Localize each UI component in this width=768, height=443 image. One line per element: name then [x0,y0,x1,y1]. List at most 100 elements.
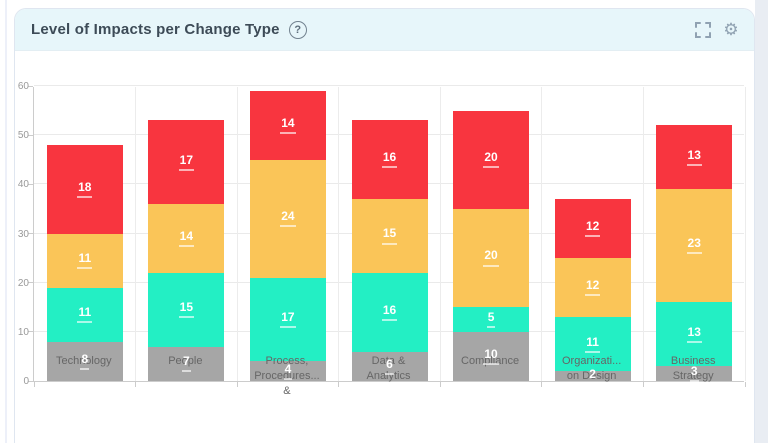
page-edge-line [5,0,7,443]
x-axis-label-line: People [168,355,203,367]
bar-value-label: 18 [77,180,93,198]
bar-segment-red[interactable]: 16 [351,120,428,200]
category-gridline [338,87,340,381]
bar-segment-teal[interactable]: 16 [351,272,428,352]
y-tick-label: 30 [17,228,29,240]
bar-segment-yellow[interactable]: 14 [148,204,225,273]
y-tick-label: 50 [17,130,29,142]
bar-value-label: 5 [486,310,496,329]
bar-value-label: 11 [77,251,93,270]
card-header: Level of Impacts per Change Type ? ⚙ [15,9,754,51]
chart-card: Level of Impacts per Change Type ? ⚙ 0 10… [14,8,755,443]
x-axis-label-line: Organizati... [561,355,622,367]
bar-value-label: 16 [381,150,398,169]
bar-segment-teal[interactable]: 5 [453,307,530,332]
x-axis-label: Business Strategy [638,354,748,384]
stacked-bar-chart: 0 10 20 30 40 50 60 8 11 11 18 7 15 14 17 4 17 24 14 6 16 15 1… [15,51,754,443]
gear-icon[interactable]: ⚙ [723,20,739,39]
bar-segment-red[interactable]: 20 [453,110,530,209]
bar-segment-teal[interactable]: 17 [249,277,326,362]
bar-value-label: 2 [588,367,597,385]
y-tick [28,134,33,136]
y-gridline [34,85,744,86]
bar-segment-gray[interactable]: 2 [554,367,631,385]
help-icon[interactable]: ? [288,20,307,39]
bar-value-label: 8 [80,352,90,370]
y-tick [28,380,33,382]
y-tick [28,331,33,333]
bar-segment-teal[interactable]: 11 [554,317,631,372]
bar-value-label: 14 [280,116,296,134]
bar-segment-red[interactable]: 17 [148,120,225,204]
x-axis-label-line: on Design [566,369,617,382]
bar-segment-gray[interactable]: 4 [249,361,326,381]
y-tick [28,85,33,87]
y-tick-label: 0 [23,376,29,387]
x-axis-label-line: Data & [371,355,406,367]
bar-stack: 10 5 20 20 [453,110,530,381]
x-axis-label: Process, Procedures... & [232,354,342,399]
y-tick-label: 40 [17,179,29,191]
bar-value-label: 15 [381,227,398,245]
bar-segment-yellow[interactable]: 24 [249,159,326,278]
bar-segment-red[interactable]: 18 [46,145,123,234]
plot-area: 0 10 20 30 40 50 60 8 11 11 18 7 15 14 17 4 17 24 14 6 16 15 1… [18,81,746,387]
bar-value-label: 11 [77,305,93,324]
bar-segment-yellow[interactable]: 15 [351,199,428,273]
bar-segment-yellow[interactable]: 23 [656,189,733,303]
bar-value-label: 24 [280,209,296,228]
bar-segment-teal[interactable]: 15 [148,272,225,347]
bar-segment-red[interactable]: 12 [554,199,631,259]
x-tick [236,382,238,387]
x-tick [439,382,441,387]
bar-value-label: 16 [381,303,398,321]
x-tick [744,382,746,387]
bar-value-label: 23 [686,237,702,255]
fullscreen-icon[interactable] [694,21,712,39]
bar-segment-yellow[interactable]: 11 [46,233,123,288]
x-axis-label-line: Analytics [366,369,411,382]
bar-value-label: 7 [182,355,191,373]
bar-value-label: 20 [483,150,499,169]
y-tick-label: 20 [17,277,29,289]
category-gridline [439,87,441,381]
bar-segment-gray[interactable]: 3 [656,364,733,383]
bar-stack: 2 11 12 12 [554,199,631,385]
x-axis-label-line: Compliance [461,355,520,367]
bar-segment-yellow[interactable]: 20 [453,208,530,308]
x-axis-label-line: Strategy [672,369,714,382]
bar-segment-red[interactable]: 14 [249,90,326,160]
x-axis-label-line: Procedures... [254,369,320,382]
bar-segment-gray[interactable]: 8 [46,341,123,381]
bar-stack: 7 15 14 17 [148,120,225,381]
x-tick [642,382,644,387]
bar-value-label: 13 [686,325,702,343]
x-tick [33,382,35,387]
bar-stack: 4 17 24 14 [249,90,326,381]
bar-value-label: 20 [483,249,499,267]
bar-segment-red[interactable]: 13 [656,125,733,190]
bar-value-label: 12 [584,278,601,297]
category-gridline [642,87,644,381]
category-gridline [135,87,137,381]
bar-segment-teal[interactable]: 11 [46,287,123,342]
bar-value-label: 13 [686,148,702,166]
y-tick [28,183,33,185]
bar-segment-gray[interactable]: 7 [148,346,225,381]
bar-value-label: 12 [584,219,601,238]
x-tick [338,382,340,387]
bar-segment-teal[interactable]: 13 [656,302,733,367]
bar-segment-gray[interactable]: 10 [453,331,530,381]
bar-value-label: 15 [178,300,195,319]
x-tick [135,382,137,387]
category-gridline [236,87,238,381]
x-tick [541,382,543,387]
bar-segment-gray[interactable]: 6 [351,351,428,381]
bar-value-label: 11 [585,335,600,353]
y-tick [28,233,33,234]
bar-segment-yellow[interactable]: 12 [554,258,631,318]
x-axis-label: Compliance [435,354,545,369]
x-axis-label-line: Process, [265,355,309,367]
category-gridline [541,87,543,381]
y-tick-label: 60 [17,81,29,92]
